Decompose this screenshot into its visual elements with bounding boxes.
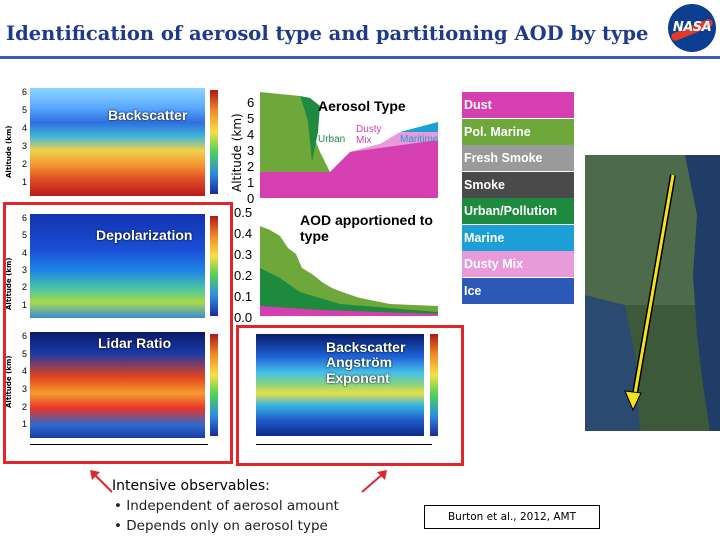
depolarization-label: Depolarization xyxy=(96,227,193,243)
altitude-ytick: 1 xyxy=(22,177,28,187)
dusty-mix-inline-label: Dusty Mix xyxy=(356,124,382,146)
altitude-ytick: 1 xyxy=(22,299,28,310)
aerosol-type-ytick: 3 xyxy=(247,143,255,158)
aerosol-type-ytick: 5 xyxy=(247,111,255,126)
altitude-ytick: 2 xyxy=(22,401,28,412)
urban-inline-label: Urban xyxy=(318,134,346,145)
aod-ytick: 0.3 xyxy=(234,247,253,262)
highlight-box-left xyxy=(3,202,233,464)
altitude-label-backscatter: Altitude (km) xyxy=(5,125,13,178)
angstrom-colorbar xyxy=(430,334,438,436)
aod-graphic xyxy=(260,226,438,316)
arrow-right-icon xyxy=(361,470,387,493)
aod-panel: AOD apportioned to type xyxy=(260,208,438,316)
lidar-ratio-colorbar xyxy=(210,334,218,436)
backscatter-panel: Backscatter xyxy=(30,88,205,196)
intensive-bullet-2: • Depends only on aerosol type xyxy=(114,518,328,534)
aod-ytick: 0.5 xyxy=(234,205,253,220)
legend-item-marine: Marine xyxy=(462,224,574,251)
aerosol-type-title: Aerosol Type xyxy=(318,98,406,114)
legend-item-pol-marine: Pol. Marine xyxy=(462,118,574,145)
backscatter-label: Backscatter xyxy=(108,107,188,123)
angstrom-panel: Backscatter Angström Exponent xyxy=(256,334,424,436)
legend-item-smoke: Smoke xyxy=(462,171,574,198)
legend-item-ice: Ice xyxy=(462,277,574,304)
altitude-ytick: 4 xyxy=(22,247,28,258)
page-title: Identification of aerosol type and parti… xyxy=(6,22,649,45)
legend-item-urban-pollution: Urban/Pollution xyxy=(462,198,574,224)
legend-item-dust: Dust xyxy=(462,92,574,118)
altitude-ytick: 6 xyxy=(22,331,28,341)
altitude-ytick: 4 xyxy=(22,366,28,377)
angstrom-time-axis xyxy=(256,444,432,456)
altitude-ytick: 5 xyxy=(22,230,28,241)
aerosol-type-ytick: 0 xyxy=(247,191,255,206)
altitude-ytick: 5 xyxy=(22,348,28,359)
flight-track-map xyxy=(585,155,720,431)
depolarization-panel: Depolarization xyxy=(30,214,205,318)
lidar-ratio-label: Lidar Ratio xyxy=(98,335,172,351)
maritime-inline-label: Maritime xyxy=(400,134,438,145)
backscatter-colorbar xyxy=(210,90,218,194)
intensive-bullet-1-text: Independent of aerosol amount xyxy=(126,498,339,514)
aerosol-type-ylabel: Altitude (km) xyxy=(230,113,244,192)
aerosol-type-ytick: 6 xyxy=(247,95,255,110)
aod-ytick: 0.1 xyxy=(234,289,253,304)
aerosol-type-panel: Aerosol Type Urban Dusty Mix Maritime xyxy=(260,92,438,198)
nasa-logo-text: NASA xyxy=(672,20,712,35)
aerosol-type-ytick: 4 xyxy=(247,127,255,142)
altitude-ytick: 2 xyxy=(22,159,28,169)
altitude-ytick: 3 xyxy=(22,384,28,394)
citation-box: Burton et al., 2012, AMT xyxy=(424,505,600,529)
intensive-bullet-2-text: Depends only on aerosol type xyxy=(126,518,328,534)
altitude-ytick: 1 xyxy=(22,419,28,430)
aerosol-type-ytick: 2 xyxy=(247,159,255,174)
aod-ytick: 0.4 xyxy=(234,226,253,241)
altitude-ytick: 4 xyxy=(22,123,28,133)
altitude-ytick: 5 xyxy=(22,105,28,115)
intensive-heading: Intensive observables: xyxy=(112,478,270,494)
title-rule xyxy=(0,56,720,59)
altitude-ytick: 3 xyxy=(22,265,28,275)
legend-item-dusty-mix: Dusty Mix xyxy=(462,251,574,277)
altitude-ytick: 3 xyxy=(22,141,28,151)
depolarization-colorbar xyxy=(210,216,218,316)
aod-ytick: 0.0 xyxy=(234,310,253,325)
map-graphic xyxy=(585,155,720,431)
altitude-ytick: 2 xyxy=(22,282,28,293)
nasa-logo: NASA xyxy=(668,4,716,52)
altitude-ytick: 6 xyxy=(22,213,28,223)
left-time-axis xyxy=(30,444,208,456)
arrow-left-icon xyxy=(90,470,113,493)
angstrom-label: Backscatter Angström Exponent xyxy=(326,339,406,386)
aod-ytick: 0.2 xyxy=(234,268,253,283)
altitude-ytick: 6 xyxy=(22,87,28,97)
lidar-ratio-panel: Lidar Ratio xyxy=(30,332,205,438)
legend-item-fresh-smoke: Fresh Smoke xyxy=(462,145,574,171)
aod-title: AOD apportioned to type xyxy=(300,212,433,245)
aerosol-type-ytick: 1 xyxy=(247,175,255,190)
aerosol-type-graphic xyxy=(260,92,438,198)
highlight-box-angstrom xyxy=(236,325,464,466)
intensive-bullet-1: • Independent of aerosol amount xyxy=(114,498,339,514)
